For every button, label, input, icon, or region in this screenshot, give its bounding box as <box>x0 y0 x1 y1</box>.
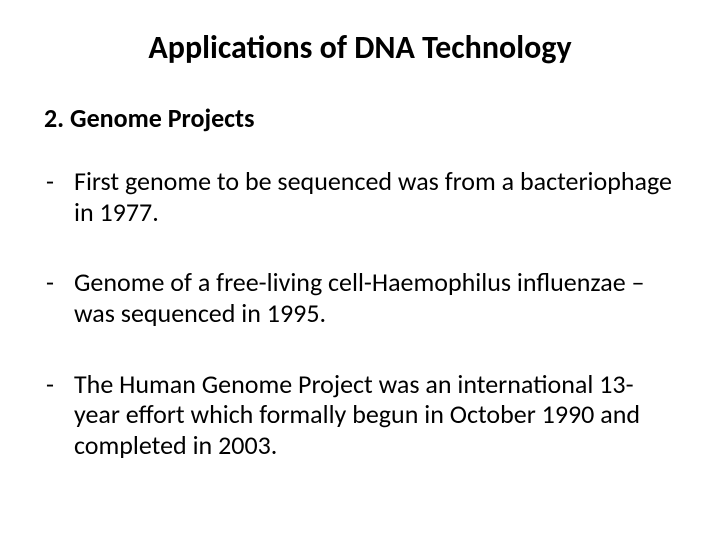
slide: Applications of DNA Technology 2. Genome… <box>0 0 720 540</box>
list-item: - The Human Genome Project was an intern… <box>44 369 676 461</box>
page-title: Applications of DNA Technology <box>44 30 676 67</box>
section-heading: 2. Genome Projects <box>44 103 676 134</box>
bullet-dash-icon: - <box>44 166 74 197</box>
bullet-dash-icon: - <box>44 267 74 298</box>
bullet-list: - First genome to be sequenced was from … <box>44 166 676 461</box>
list-item: - First genome to be sequenced was from … <box>44 166 676 227</box>
bullet-text: Genome of a free-living cell-Haemophilus… <box>74 267 676 328</box>
list-item: - Genome of a free-living cell-Haemophil… <box>44 267 676 328</box>
bullet-dash-icon: - <box>44 369 74 400</box>
bullet-text: First genome to be sequenced was from a … <box>74 166 676 227</box>
bullet-text: The Human Genome Project was an internat… <box>74 369 676 461</box>
